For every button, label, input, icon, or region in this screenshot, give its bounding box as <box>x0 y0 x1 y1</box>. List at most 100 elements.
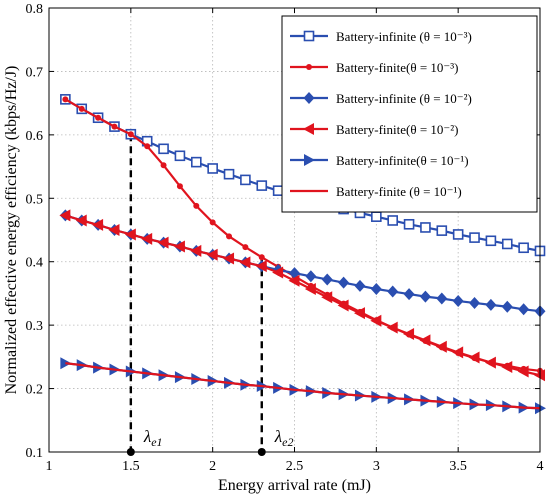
data-point <box>92 218 104 231</box>
data-point <box>436 225 448 236</box>
data-point <box>173 240 185 253</box>
data-point <box>240 174 251 186</box>
data-point <box>518 303 530 316</box>
data-point <box>501 361 513 374</box>
series-4 <box>59 209 545 382</box>
data-point <box>242 244 249 251</box>
data-point <box>258 254 265 261</box>
data-point <box>386 321 398 334</box>
y-tick-label: 0.1 <box>26 446 44 461</box>
y-axis-label: Normalized effective energy efficiency (… <box>3 66 20 395</box>
x-tick-label: 2.5 <box>286 459 304 474</box>
legend-label: Battery-infinite (θ = 10⁻²) <box>336 91 472 106</box>
data-point <box>354 279 366 292</box>
data-point <box>321 291 333 304</box>
data-point <box>370 314 382 327</box>
data-point <box>158 143 169 155</box>
axis-ticks: 1 1.5 2 2.5 3 3.5 4 0.1 0.2 0.3 0.4 0.5 0.6 0.7 0.8 <box>26 2 544 474</box>
data-point <box>75 214 87 227</box>
series-6 <box>65 362 541 410</box>
data-point <box>144 143 151 150</box>
data-point <box>226 233 233 240</box>
x-tick-label: 4 <box>537 459 544 474</box>
annotation-layer: λe1 λe2 <box>126 134 294 456</box>
data-point <box>485 298 497 311</box>
data-point <box>272 266 284 279</box>
series-line <box>65 362 541 410</box>
data-point <box>304 282 316 295</box>
legend-box <box>281 15 538 213</box>
data-point <box>176 183 183 190</box>
data-point <box>256 180 268 191</box>
data-point <box>518 242 529 254</box>
data-point <box>108 224 120 236</box>
data-point <box>95 114 102 121</box>
data-point <box>420 222 431 233</box>
data-point <box>435 340 447 353</box>
data-point <box>468 351 480 364</box>
data-point <box>353 307 365 320</box>
x-tick-label: 1.5 <box>122 459 140 474</box>
data-point <box>387 285 399 298</box>
legend-label: Battery-finite (θ = 10⁻¹) <box>336 184 462 199</box>
y-tick-label: 0.2 <box>26 383 44 398</box>
x-tick-label: 3 <box>373 459 380 474</box>
legend-label: Battery-finite(θ = 10⁻²) <box>336 122 459 137</box>
series-3 <box>59 209 546 318</box>
x-axis-label: Energy arrival rate (mJ) <box>218 477 371 494</box>
x-tick-label: 2 <box>209 459 216 474</box>
series-line <box>65 214 541 313</box>
data-point <box>469 296 481 309</box>
data-point <box>127 131 134 138</box>
legend: Battery-infinite (θ = 10⁻³) Battery-finit… <box>281 15 538 213</box>
data-point <box>338 276 350 289</box>
data-point <box>403 288 415 301</box>
data-point <box>59 209 71 222</box>
series-layer <box>59 94 546 415</box>
threshold-label: λe2 <box>274 427 294 449</box>
data-point <box>501 238 513 250</box>
y-tick-label: 0.7 <box>26 65 44 80</box>
y-tick-label: 0.4 <box>26 256 44 271</box>
legend-marker <box>306 64 312 70</box>
data-point <box>190 244 202 257</box>
x-tick-label: 1 <box>46 459 53 474</box>
data-point <box>305 270 317 283</box>
data-point <box>157 236 169 249</box>
data-point <box>485 235 497 247</box>
data-point <box>484 356 496 369</box>
data-point <box>223 168 235 180</box>
legend-label: Battery-infinite (θ = 10⁻³) <box>336 29 472 44</box>
data-point <box>452 295 464 308</box>
legend-marker <box>304 154 315 166</box>
data-point <box>111 123 118 130</box>
data-point <box>321 273 333 286</box>
series-line <box>65 362 541 410</box>
data-point <box>193 202 200 209</box>
y-tick-label: 0.8 <box>26 2 44 17</box>
y-tick-label: 0.6 <box>26 129 44 144</box>
data-point <box>436 292 448 305</box>
data-point <box>272 185 284 196</box>
data-point <box>371 211 382 222</box>
data-point <box>191 156 202 168</box>
data-point <box>469 232 480 243</box>
data-point <box>288 274 300 287</box>
data-point <box>517 365 529 378</box>
data-point <box>403 218 415 230</box>
data-point <box>207 163 218 174</box>
series-line <box>65 214 541 377</box>
data-point <box>78 105 85 112</box>
data-point <box>419 334 431 347</box>
data-point <box>209 219 216 226</box>
series-5 <box>60 357 546 415</box>
data-point <box>223 252 235 265</box>
data-point <box>370 282 382 295</box>
legend-label: Battery-finite(θ = 10⁻³) <box>336 60 459 75</box>
legend-marker <box>303 123 314 135</box>
data-point <box>255 260 267 273</box>
data-point <box>141 232 153 245</box>
data-point <box>174 150 186 162</box>
data-point <box>501 300 513 313</box>
